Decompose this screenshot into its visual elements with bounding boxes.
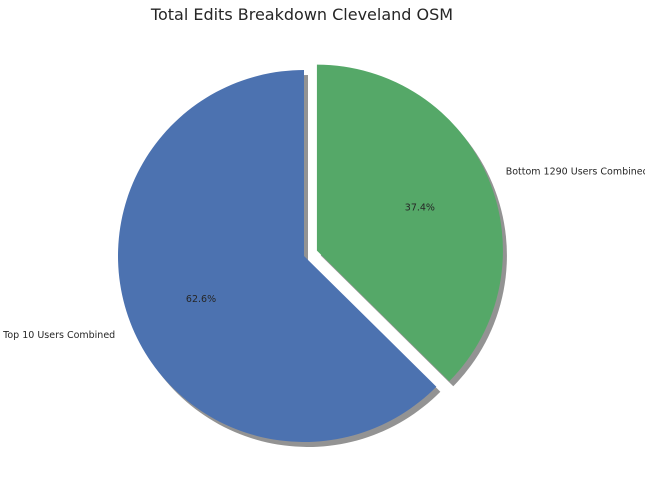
pie-slice-top-10-users-combined xyxy=(118,70,437,442)
chart-title: Total Edits Breakdown Cleveland OSM xyxy=(150,5,453,24)
slice-label-top-10-users-combined: Top 10 Users Combined xyxy=(2,330,115,341)
pie-slice-bottom-1290-users-combined xyxy=(316,64,503,382)
slice-layer xyxy=(118,64,503,442)
label-layer: 62.6% Top 10 Users Combined 37.4% Bottom 12… xyxy=(2,167,645,341)
slice-label-bottom-1290-users-combined: Bottom 1290 Users Combined xyxy=(506,167,645,178)
pct-label-top-10-users-combined: 62.6% xyxy=(186,294,216,305)
pct-label-bottom-1290-users-combined: 37.4% xyxy=(405,203,435,214)
